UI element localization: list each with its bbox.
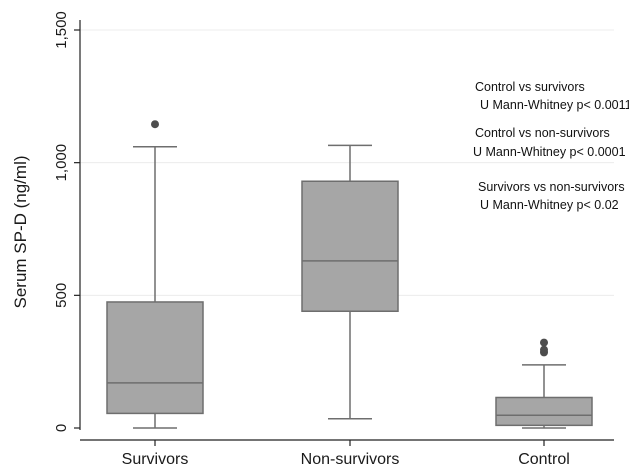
y-tick-label-3: 1,500 bbox=[53, 11, 70, 49]
axes bbox=[74, 20, 614, 446]
y-tick-label-2: 1,000 bbox=[53, 144, 70, 182]
boxes bbox=[106, 120, 593, 429]
annotation-3: Control vs non-survivors bbox=[475, 126, 610, 140]
outlier-0-0 bbox=[151, 120, 159, 129]
annotation-block: Control vs survivors U Mann-Whitney p< 0… bbox=[473, 80, 629, 212]
box-iqr-0 bbox=[106, 301, 204, 415]
x-tick-label-2: Control bbox=[518, 451, 570, 465]
y-tick-label-0: 0 bbox=[53, 424, 70, 432]
box-group-1 bbox=[301, 144, 399, 420]
y-tick-label-1: 500 bbox=[53, 283, 70, 308]
box-iqr-2 bbox=[495, 396, 593, 427]
annotation-2: U Mann-Whitney p< 0.0011 bbox=[480, 98, 629, 112]
outlier-2-2 bbox=[540, 338, 548, 347]
annotation-6: U Mann-Whitney p< 0.02 bbox=[480, 198, 619, 212]
box-group-0 bbox=[106, 120, 204, 429]
x-tick-label-1: Non-survivors bbox=[301, 451, 400, 465]
y-axis-title: Serum SP-D (ng/ml) bbox=[11, 155, 30, 308]
annotation-1: Control vs survivors bbox=[475, 80, 585, 94]
annotation-4: U Mann-Whitney p< 0.0001 bbox=[473, 145, 626, 159]
box-group-2 bbox=[495, 338, 593, 429]
outlier-2-1 bbox=[540, 345, 548, 354]
x-tick-label-0: Survivors bbox=[122, 451, 189, 465]
labels: 0 500 1,000 1,500 Survivors Non-survivors Cont… bbox=[53, 11, 570, 465]
box-iqr-1 bbox=[301, 180, 399, 313]
annotation-5: Survivors vs non-survivors bbox=[478, 180, 625, 194]
